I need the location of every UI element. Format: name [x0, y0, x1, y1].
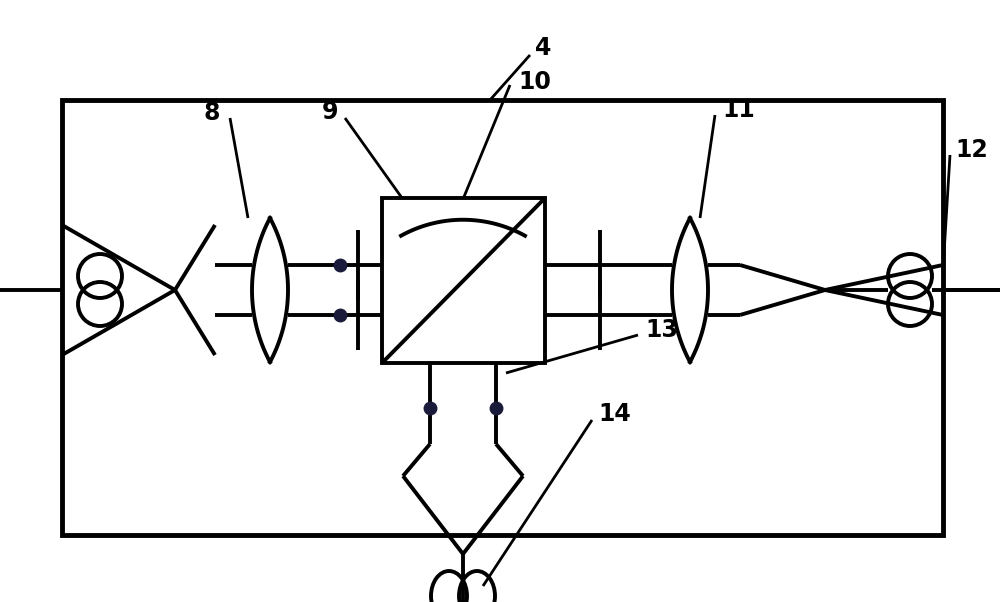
Text: 4: 4 — [535, 36, 551, 60]
Text: 14: 14 — [598, 402, 631, 426]
Text: 11: 11 — [722, 98, 755, 122]
Bar — [62, 100, 943, 535]
Bar — [382, 198, 545, 363]
Text: 10: 10 — [518, 70, 551, 94]
Text: 12: 12 — [955, 138, 988, 162]
Text: 13: 13 — [645, 318, 678, 342]
Text: 8: 8 — [204, 101, 220, 125]
Text: 9: 9 — [322, 100, 338, 124]
